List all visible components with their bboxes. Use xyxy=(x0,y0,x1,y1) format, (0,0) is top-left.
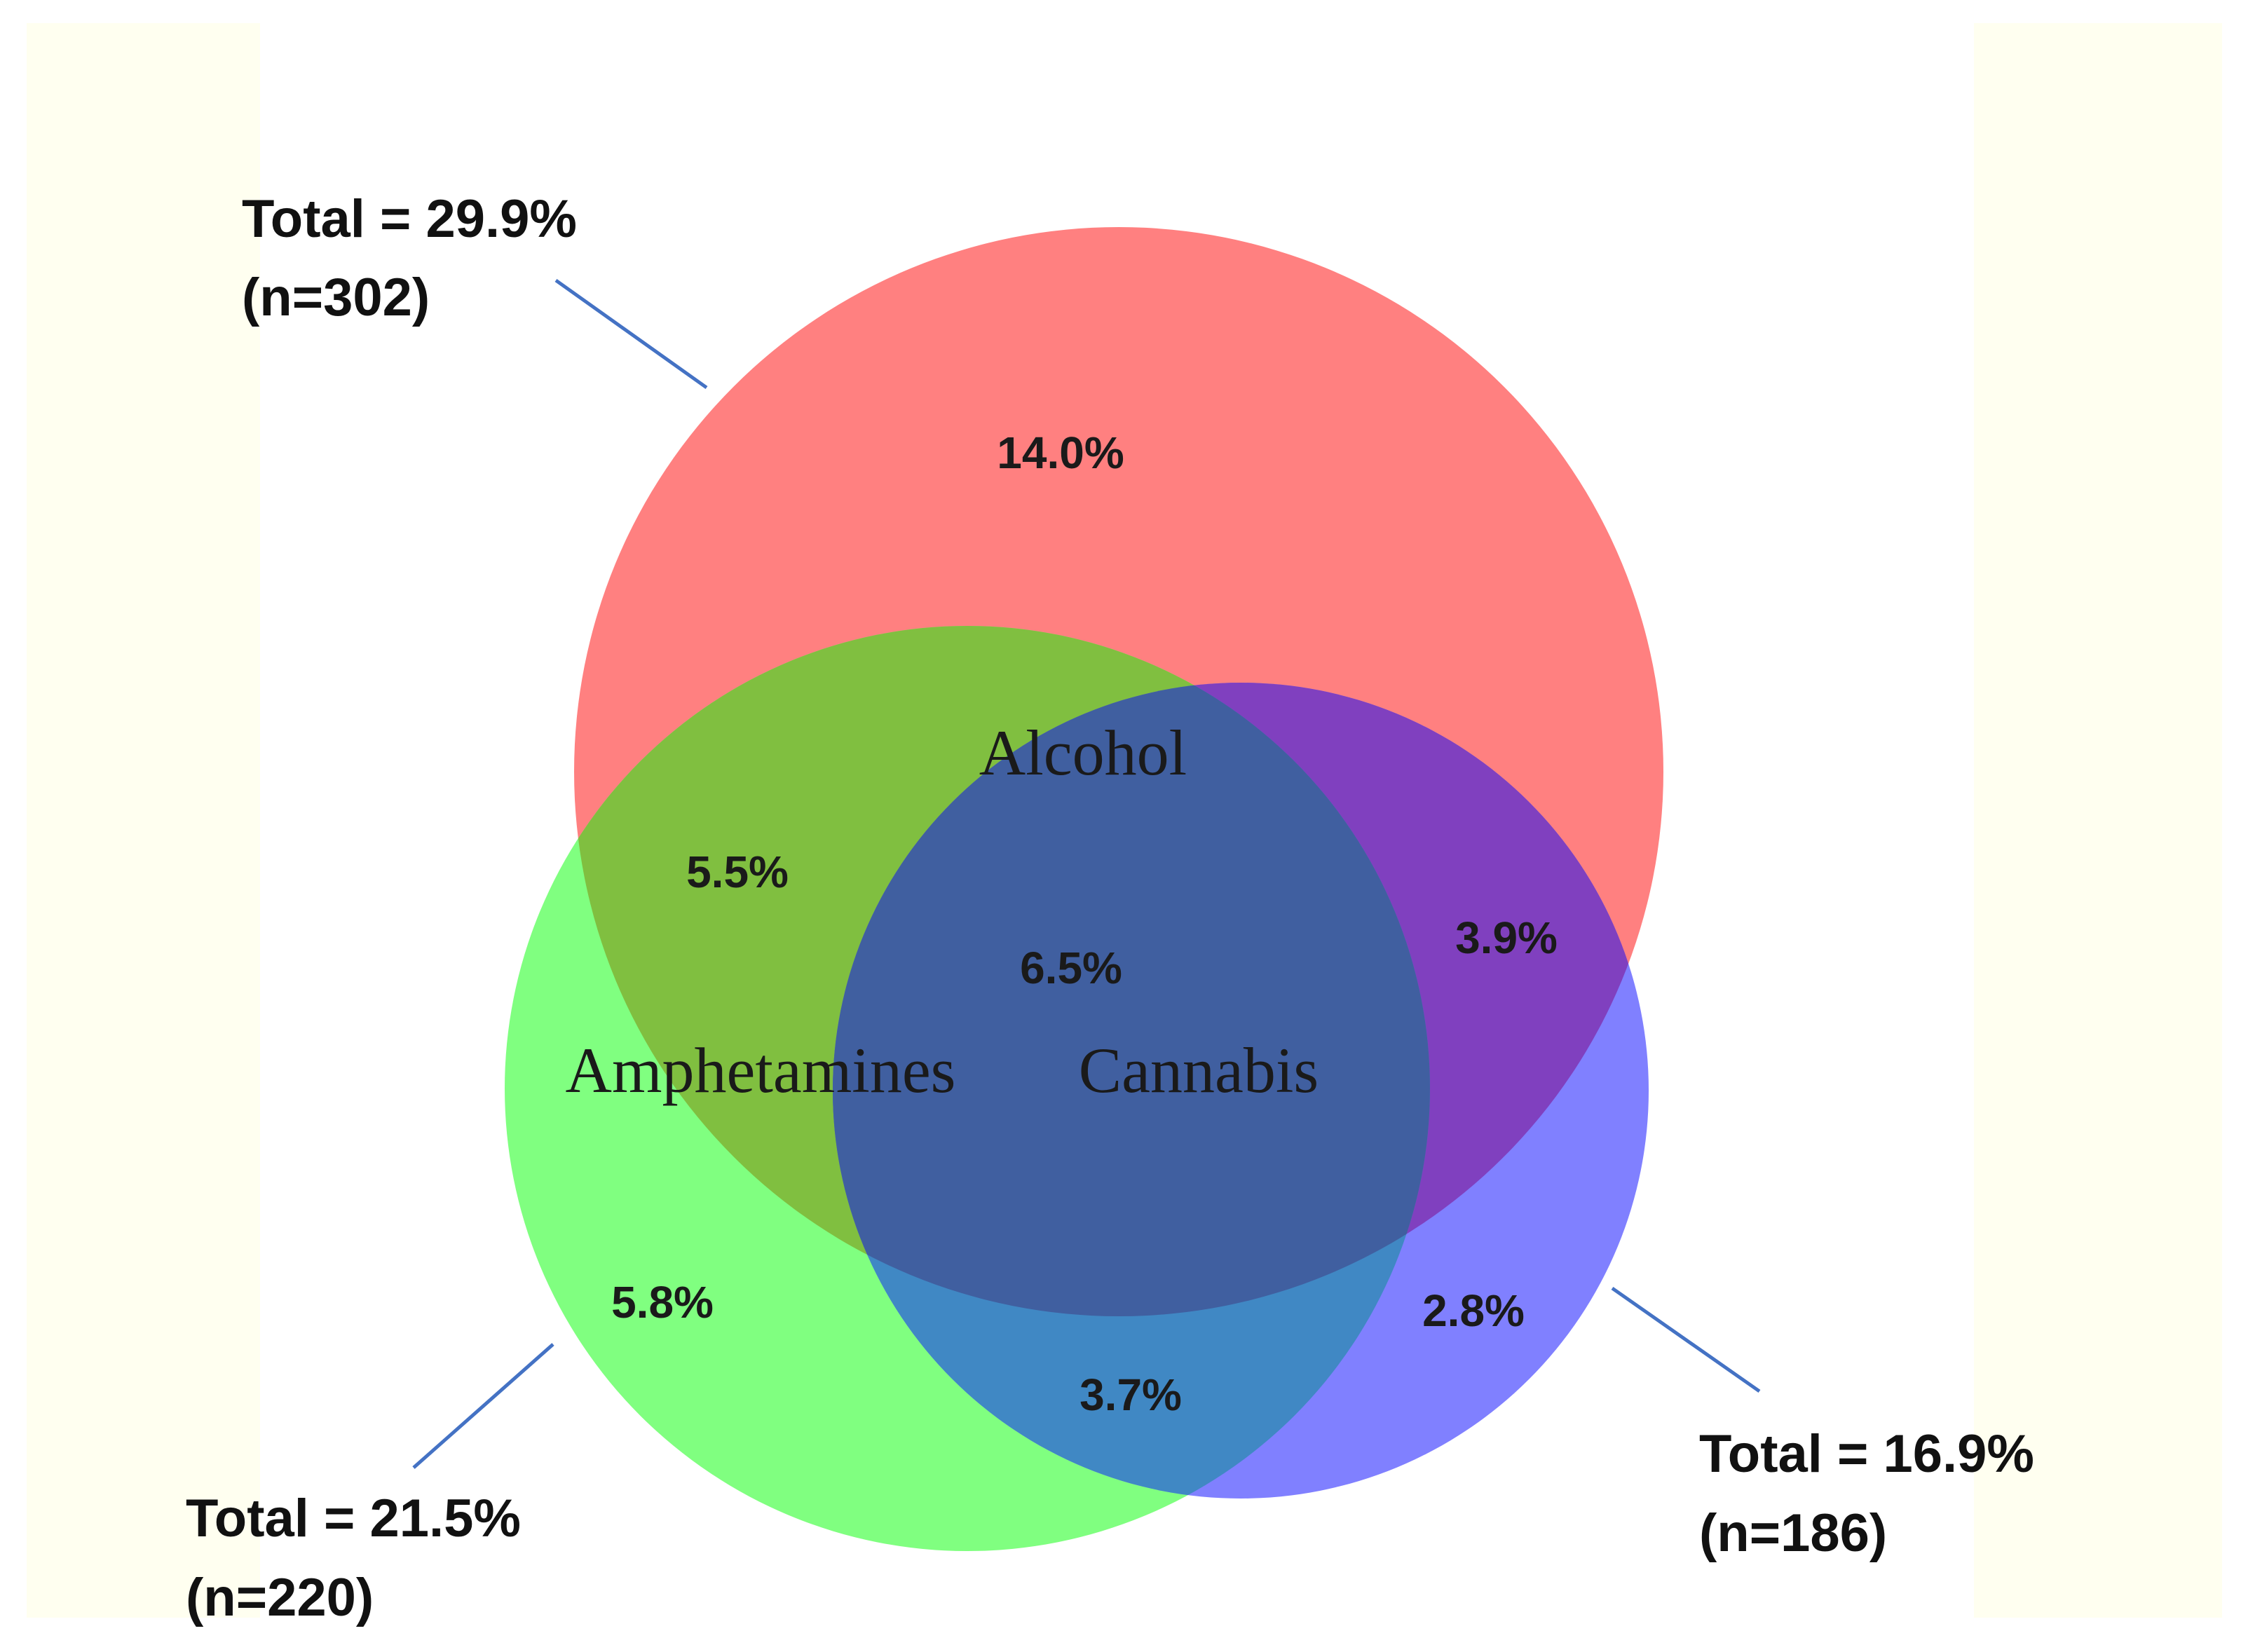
all-three-value: 6.5% xyxy=(1020,943,1122,993)
cannabis-only-value: 2.8% xyxy=(1422,1285,1525,1336)
right-side-band xyxy=(1974,23,2222,1618)
amphetamines-set-label: Amphetamines xyxy=(566,1035,956,1106)
alcohol-total-label: Total = 29.9% xyxy=(242,189,577,249)
alcohol-amphetamines-value: 5.5% xyxy=(686,847,789,897)
cannabis-n-label: (n=186) xyxy=(1699,1503,1887,1563)
alcohol-only-value: 14.0% xyxy=(997,428,1124,478)
amphetamines-total-label: Total = 21.5% xyxy=(186,1489,521,1548)
alcohol-leader-line xyxy=(554,278,708,390)
all-three-overlap xyxy=(833,683,1430,1316)
amphetamines-n-label: (n=220) xyxy=(186,1568,374,1627)
amphetamines-leader-line xyxy=(412,1343,554,1469)
left-side-band xyxy=(27,23,260,1618)
alcohol-cannabis-value: 3.9% xyxy=(1455,913,1558,963)
cannabis-set-label: Cannabis xyxy=(1079,1035,1319,1106)
cannabis-leader-line xyxy=(1611,1286,1761,1393)
alcohol-n-label: (n=302) xyxy=(242,268,430,327)
amphetamines-cannabis-value: 3.7% xyxy=(1079,1370,1182,1420)
amphetamines-only-value: 5.8% xyxy=(611,1277,714,1327)
cannabis-total-label: Total = 16.9% xyxy=(1699,1424,2034,1484)
alcohol-set-label: Alcohol xyxy=(979,717,1187,789)
